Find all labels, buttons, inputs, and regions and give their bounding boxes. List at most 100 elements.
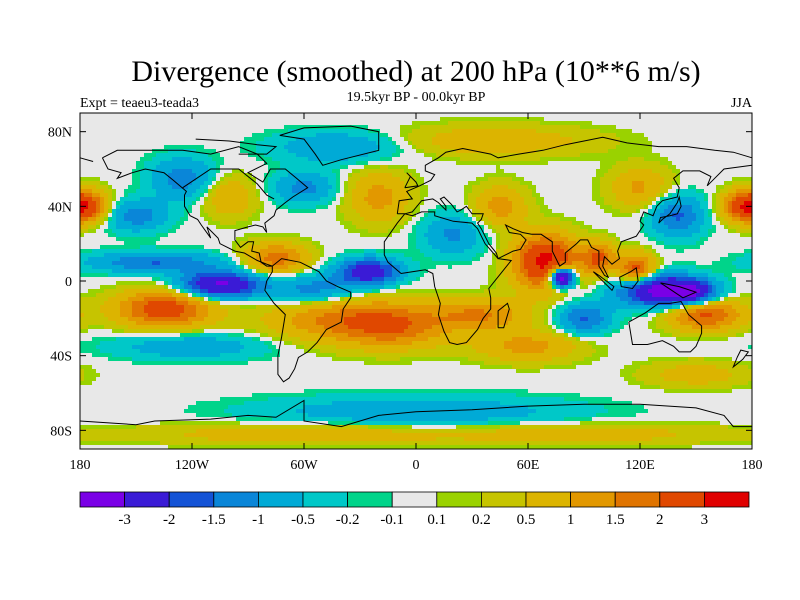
heatmap-cell xyxy=(160,221,165,226)
heatmap-cell xyxy=(296,229,301,234)
heatmap-cell xyxy=(580,125,585,130)
heatmap-cell xyxy=(260,145,265,150)
heatmap-cell xyxy=(436,229,441,234)
heatmap-cell xyxy=(492,217,497,222)
heatmap-cell xyxy=(276,129,281,134)
heatmap-cell xyxy=(400,173,405,178)
heatmap-cell xyxy=(324,209,329,214)
heatmap-cell xyxy=(172,141,177,146)
heatmap-cell xyxy=(644,137,649,142)
heatmap-cell xyxy=(120,217,125,222)
heatmap-cell xyxy=(548,153,553,158)
heatmap-cell xyxy=(336,225,341,230)
heatmap-cell xyxy=(372,201,377,206)
heatmap-cell xyxy=(496,141,501,146)
heatmap-cell xyxy=(304,157,309,162)
heatmap-cell xyxy=(280,157,285,162)
heatmap-cell xyxy=(508,169,513,174)
heatmap-cell xyxy=(164,205,169,210)
heatmap-cell xyxy=(264,141,269,146)
heatmap-cell xyxy=(688,161,693,166)
heatmap-cell xyxy=(496,197,501,202)
heatmap-cell xyxy=(408,113,413,118)
heatmap-cell xyxy=(208,229,213,234)
heatmap-cell xyxy=(548,129,553,134)
heatmap-cell xyxy=(656,181,661,186)
heatmap-cell xyxy=(400,113,405,118)
heatmap-cell xyxy=(332,137,337,142)
heatmap-cell xyxy=(344,149,349,154)
heatmap-cell xyxy=(256,193,261,198)
heatmap-cell xyxy=(704,149,709,154)
heatmap-cell xyxy=(328,137,333,142)
heatmap-cell xyxy=(152,229,157,234)
heatmap-cell xyxy=(360,217,365,222)
heatmap-cell xyxy=(396,117,401,122)
heatmap-cell xyxy=(652,221,657,226)
heatmap-cell xyxy=(584,161,589,166)
heatmap-cell xyxy=(612,181,617,186)
heatmap-cell xyxy=(80,221,85,226)
heatmap-cell xyxy=(636,193,641,198)
heatmap-cell xyxy=(400,145,405,150)
heatmap-cell xyxy=(672,173,677,178)
heatmap-cell xyxy=(412,157,417,162)
heatmap-cell xyxy=(88,197,93,202)
heatmap-cell xyxy=(476,137,481,142)
heatmap-cell xyxy=(424,117,429,122)
heatmap-cell xyxy=(384,133,389,138)
heatmap-cell xyxy=(240,137,245,142)
heatmap-cell xyxy=(584,209,589,214)
heatmap-cell xyxy=(716,125,721,130)
heatmap-cell xyxy=(476,181,481,186)
heatmap-cell xyxy=(280,197,285,202)
heatmap-cell xyxy=(368,205,373,210)
heatmap-cell xyxy=(208,221,213,226)
heatmap-cell xyxy=(236,213,241,218)
heatmap-cell xyxy=(464,173,469,178)
heatmap-cell xyxy=(412,209,417,214)
heatmap-cell xyxy=(104,177,109,182)
heatmap-cell xyxy=(344,161,349,166)
heatmap-cell xyxy=(376,157,381,162)
heatmap-cell xyxy=(224,157,229,162)
heatmap-cell xyxy=(156,221,161,226)
heatmap-cell xyxy=(676,217,681,222)
heatmap-cell xyxy=(296,169,301,174)
heatmap-cell xyxy=(476,213,481,218)
heatmap-cell xyxy=(560,129,565,134)
heatmap-cell xyxy=(212,189,217,194)
heatmap-cell xyxy=(564,213,569,218)
heatmap-cell xyxy=(440,165,445,170)
heatmap-cell xyxy=(148,225,153,230)
heatmap-cell xyxy=(152,153,157,158)
heatmap-cell xyxy=(488,229,493,234)
heatmap-cell xyxy=(340,173,345,178)
heatmap-cell xyxy=(660,153,665,158)
heatmap-cell xyxy=(196,189,201,194)
heatmap-cell xyxy=(632,137,637,142)
heatmap-cell xyxy=(528,149,533,154)
heatmap-cell xyxy=(448,197,453,202)
heatmap-cell xyxy=(456,185,461,190)
heatmap-cell xyxy=(516,153,521,158)
heatmap-cell xyxy=(488,121,493,126)
heatmap-cell xyxy=(472,125,477,130)
heatmap-cell xyxy=(136,153,141,158)
heatmap-cell xyxy=(212,217,217,222)
heatmap-cell xyxy=(260,117,265,122)
heatmap-cell xyxy=(140,113,145,118)
heatmap-cell xyxy=(528,177,533,182)
heatmap-cell xyxy=(424,145,429,150)
heatmap-cell xyxy=(504,145,509,150)
heatmap-cell xyxy=(464,169,469,174)
heatmap-cell xyxy=(392,121,397,126)
heatmap-cell xyxy=(340,225,345,230)
heatmap-cell xyxy=(224,213,229,218)
heatmap-cell xyxy=(696,125,701,130)
heatmap-cell xyxy=(560,113,565,118)
heatmap-cell xyxy=(80,217,85,222)
heatmap-cell xyxy=(540,165,545,170)
heatmap-cell xyxy=(120,201,125,206)
heatmap-cell xyxy=(616,185,621,190)
